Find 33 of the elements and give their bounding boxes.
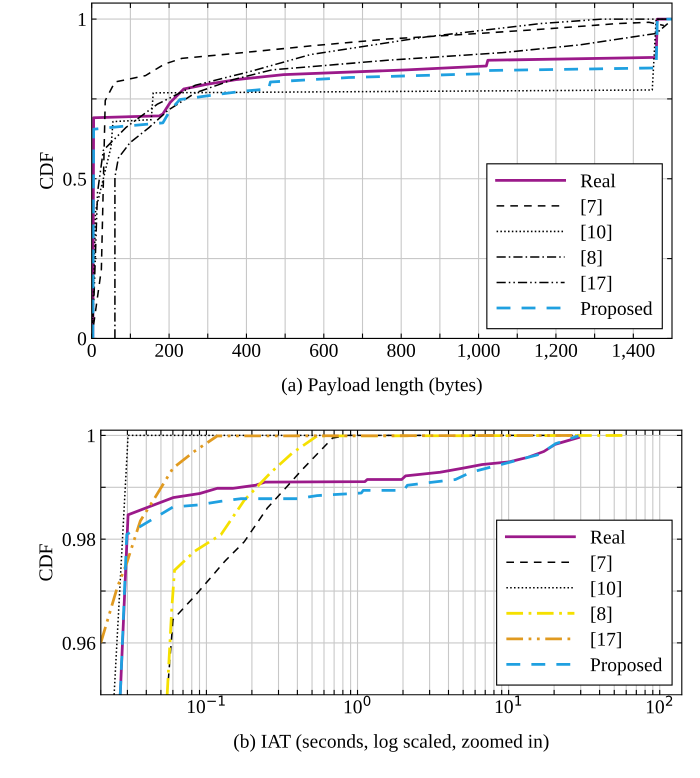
y-tick-label: 0.98 <box>62 532 96 546</box>
legend-label: [8] <box>582 250 602 266</box>
y-tick-label: 1 <box>78 12 86 26</box>
x-tick-label: 10$^{−1}$ <box>188 696 225 714</box>
x-tick-label: 10$^{1}$ <box>496 696 522 714</box>
x-tick-label: 200 <box>155 344 183 357</box>
legend-label: [10] <box>582 224 612 241</box>
legend-label: Proposed <box>580 301 652 319</box>
y-tick-label: 0 <box>78 332 86 346</box>
y-tick-label: 0.96 <box>62 636 96 650</box>
legend-label: [17] <box>582 276 612 292</box>
y-axis-title: CDF <box>39 544 52 581</box>
x-tick-label: 1,400 <box>613 344 654 360</box>
legend-label: Proposed <box>590 658 662 676</box>
x-axis-title: (a) Payload length (bytes) <box>282 378 482 396</box>
x-tick-label: 1,000 <box>458 344 500 360</box>
x-tick-label: 1,200 <box>536 344 578 360</box>
legend-label: [8] <box>591 606 612 623</box>
legend-label: [10] <box>591 581 621 598</box>
x-tick-label: 400 <box>232 344 260 357</box>
legend-label: [7] <box>582 199 602 216</box>
x-tick-label: 10$^{2}$ <box>646 696 672 714</box>
legend-label: [7] <box>591 556 612 572</box>
x-axis-title: (b) IAT (seconds, log scaled, zoomed in) <box>234 734 548 752</box>
x-tick-label: 600 <box>310 344 338 357</box>
legend-label: Real <box>580 174 616 188</box>
x-tick-label: 800 <box>387 344 416 357</box>
x-tick-label: 10$^{0}$ <box>344 696 370 714</box>
legend-label: [17] <box>591 632 621 648</box>
y-tick-label: 0.5 <box>63 172 86 186</box>
y-tick-label: 1 <box>88 429 95 442</box>
y-axis-title: CDF <box>40 152 54 189</box>
legend-label: Real <box>590 530 626 544</box>
